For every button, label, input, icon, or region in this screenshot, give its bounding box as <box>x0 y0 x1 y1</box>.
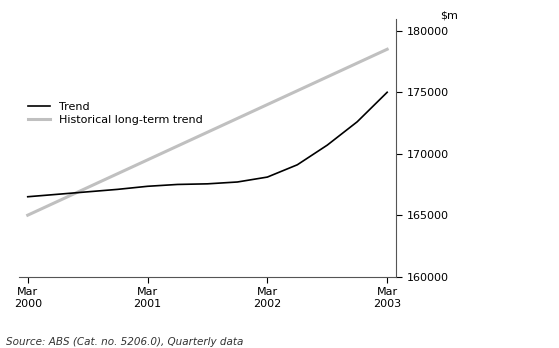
Y-axis label: $m: $m <box>440 11 458 21</box>
Trend <box>25 195 31 199</box>
Historical long-term trend <box>25 213 31 217</box>
Trend <box>294 163 301 167</box>
Trend <box>204 182 211 186</box>
Line: Historical long-term trend: Historical long-term trend <box>28 49 387 215</box>
Trend <box>264 175 271 179</box>
Historical long-term trend <box>54 199 61 204</box>
Historical long-term trend <box>294 89 301 93</box>
Trend <box>354 120 361 124</box>
Trend <box>54 192 61 196</box>
Historical long-term trend <box>234 116 241 120</box>
Historical long-term trend <box>384 47 391 52</box>
Historical long-term trend <box>204 130 211 134</box>
Historical long-term trend <box>174 144 181 148</box>
Historical long-term trend <box>144 158 151 162</box>
Trend <box>234 180 241 184</box>
Line: Trend: Trend <box>28 92 387 197</box>
Trend <box>174 182 181 187</box>
Legend: Trend, Historical long-term trend: Trend, Historical long-term trend <box>28 102 203 125</box>
Historical long-term trend <box>354 61 361 65</box>
Trend <box>384 90 391 94</box>
Trend <box>114 187 121 191</box>
Historical long-term trend <box>324 75 330 79</box>
Historical long-term trend <box>264 102 271 106</box>
Trend <box>84 190 91 194</box>
Trend <box>324 143 330 147</box>
Text: Source: ABS (Cat. no. 5206.0), Quarterly data: Source: ABS (Cat. no. 5206.0), Quarterly… <box>6 337 243 347</box>
Historical long-term trend <box>114 172 121 176</box>
Historical long-term trend <box>84 185 91 190</box>
Trend <box>144 184 151 188</box>
